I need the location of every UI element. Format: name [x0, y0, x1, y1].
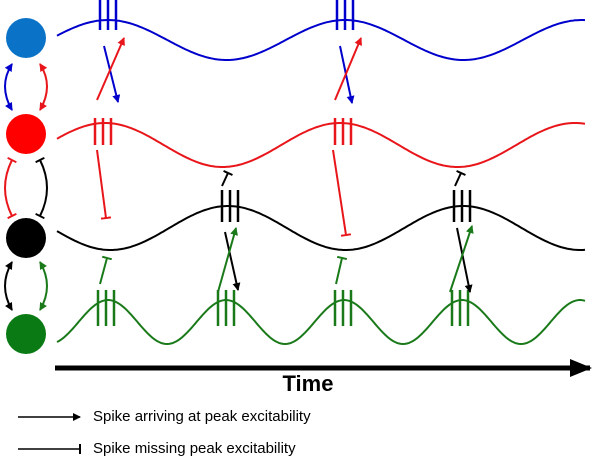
- neuron-red: [6, 114, 46, 154]
- wave: [56, 205, 586, 251]
- legend-label: Spike missing peak excitability: [93, 440, 296, 457]
- neuron-black: [6, 218, 46, 258]
- waves: [56, 19, 586, 346]
- time-label: Time: [283, 371, 334, 396]
- neuron-green: [6, 314, 46, 354]
- wave: [56, 19, 586, 61]
- spikes: [93, 0, 472, 326]
- connections: [96, 37, 474, 293]
- wave: [56, 122, 586, 168]
- side-connections: [4, 63, 48, 311]
- neuron-blue: [6, 18, 46, 58]
- wave: [56, 299, 586, 346]
- legend-label: Spike arriving at peak excitability: [93, 408, 311, 425]
